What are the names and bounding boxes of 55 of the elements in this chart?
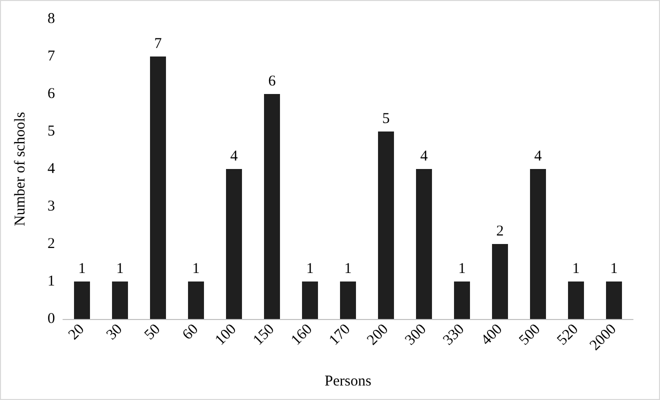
x-tick-label: 150 [250, 321, 278, 349]
y-tick-label: 8 [48, 11, 55, 27]
y-tick-label: 2 [48, 236, 55, 252]
data-label: 1 [610, 261, 618, 277]
data-label: 4 [420, 148, 428, 164]
x-tick-label: 300 [402, 321, 430, 349]
data-label: 1 [192, 261, 200, 277]
x-tick-label: 330 [440, 321, 468, 349]
data-label: 7 [154, 36, 162, 52]
y-tick-label: 4 [48, 161, 56, 177]
y-tick-label: 6 [48, 86, 56, 102]
data-label: 6 [268, 74, 276, 90]
data-label: 1 [344, 261, 352, 277]
bar [416, 169, 432, 319]
bar [606, 282, 622, 319]
bar [454, 282, 470, 319]
data-label: 5 [382, 111, 390, 127]
x-tick-label: 400 [478, 321, 506, 349]
x-tick-label: 30 [104, 321, 126, 344]
y-tick-label: 1 [48, 274, 55, 290]
bar [226, 169, 242, 319]
y-tick-label: 7 [48, 48, 56, 64]
x-tick-label: 160 [288, 321, 316, 349]
bar [112, 282, 128, 319]
bar [302, 282, 318, 319]
y-tick-label: 5 [48, 124, 55, 140]
data-label: 1 [78, 261, 86, 277]
data-label: 4 [534, 148, 542, 164]
x-tick-label: 100 [212, 321, 240, 349]
bar [150, 56, 166, 319]
x-tick-label: 170 [326, 321, 354, 349]
x-tick-label: 200 [364, 321, 392, 349]
x-tick-label: 520 [554, 321, 582, 349]
bar [74, 282, 90, 319]
data-label: 1 [116, 261, 124, 277]
x-axis-title: Persons [324, 374, 372, 390]
y-tick-label: 3 [48, 198, 55, 214]
x-tick-label: 20 [66, 321, 88, 344]
x-tick-label: 60 [180, 321, 202, 344]
data-label: 1 [306, 261, 314, 277]
bar [530, 169, 546, 319]
bar [568, 282, 584, 319]
x-tick-label: 50 [142, 321, 164, 344]
y-axis-title: Number of schools [12, 112, 28, 226]
data-label: 4 [230, 148, 238, 164]
data-label: 1 [458, 261, 466, 277]
x-tick-label: 500 [516, 321, 544, 349]
bar [378, 132, 394, 319]
data-label: 1 [572, 261, 580, 277]
y-tick-label: 0 [48, 311, 55, 327]
bar [264, 94, 280, 319]
bar [492, 244, 508, 319]
data-label: 2 [496, 224, 504, 240]
bar [188, 282, 204, 319]
bar [340, 282, 356, 319]
